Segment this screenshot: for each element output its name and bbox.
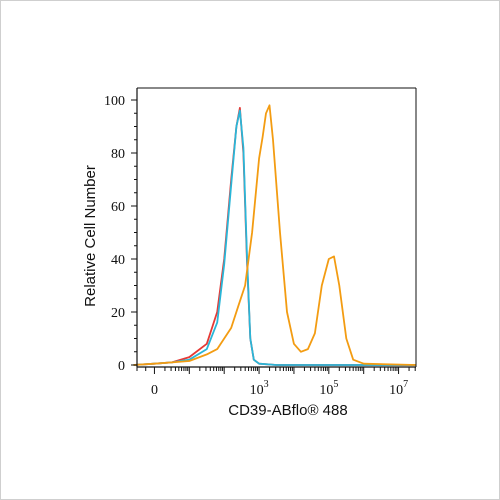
- series-lines: [133, 104, 417, 366]
- x-tick-label: 105: [319, 379, 338, 398]
- y-tick-label: 0: [118, 359, 125, 374]
- x-tick-label: 103: [250, 379, 269, 398]
- y-tick-label: 80: [111, 147, 125, 162]
- axes: [131, 87, 417, 374]
- y-tick-label: 100: [104, 94, 125, 109]
- x-tick-label: 0: [151, 383, 158, 398]
- tick-labels: 0 20 40 60 80 100 0 103 105 107: [104, 94, 408, 398]
- y-axis-title: Relative Cell Number: [82, 165, 99, 307]
- y-tick-label: 40: [111, 253, 125, 268]
- series-line-3: [133, 104, 417, 366]
- series-line-2: [133, 109, 416, 366]
- x-tick-label: 107: [389, 379, 408, 398]
- y-tick-label: 60: [111, 200, 125, 215]
- x-axis-title: CD39-ABflo® 488: [228, 402, 347, 419]
- series-line-1: [133, 107, 416, 366]
- y-tick-label: 20: [111, 306, 125, 321]
